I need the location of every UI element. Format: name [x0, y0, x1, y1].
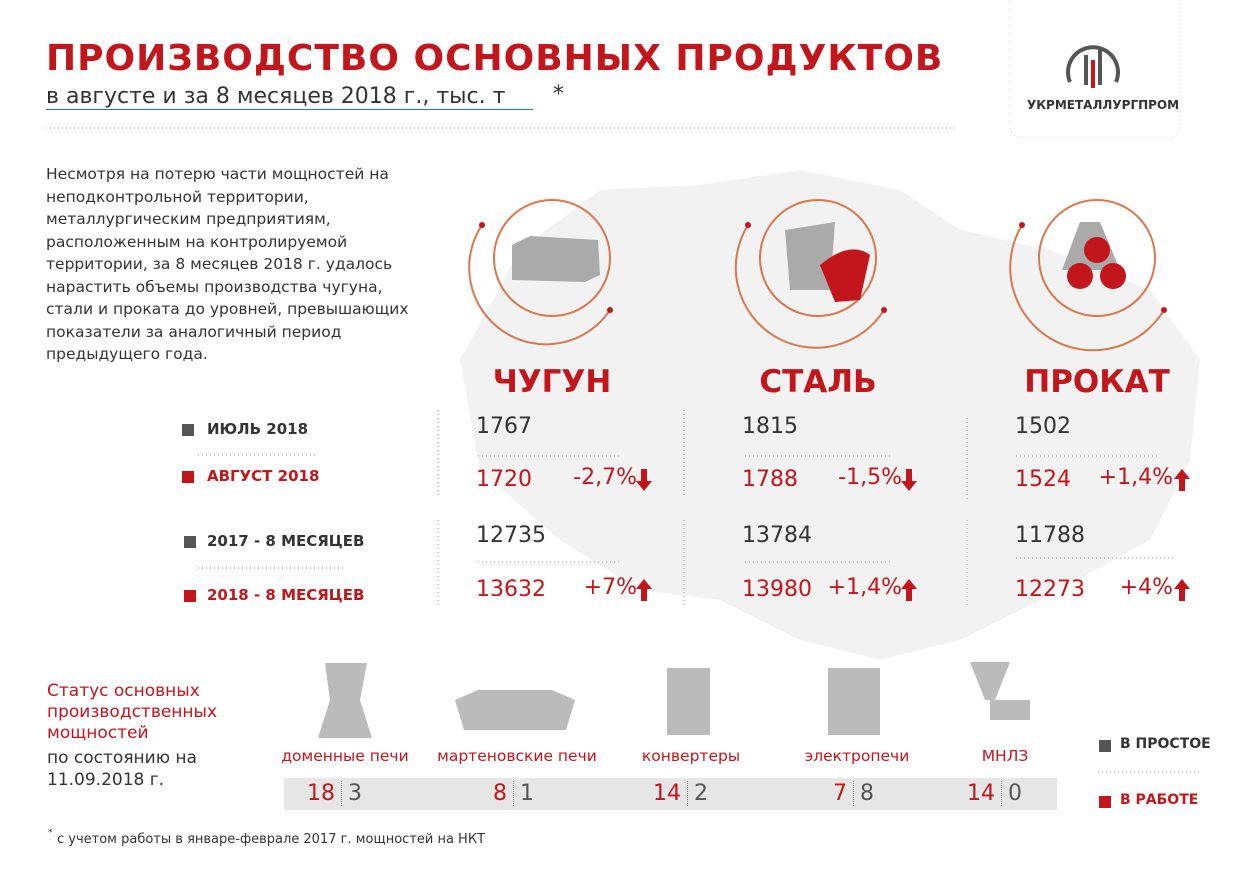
months-2018-value: 13980 — [742, 577, 812, 602]
intro: Несмотря на потерю части мощностей на не… — [46, 165, 409, 363]
counts-bar — [284, 778, 1057, 810]
year-change: +4% — [1119, 575, 1173, 600]
year-change: +1,4% — [827, 575, 902, 600]
status-subtitle: по состоянию на 11.09.2018 г. — [47, 748, 197, 790]
asterisk: * — [553, 82, 564, 107]
facility-icons — [318, 662, 1030, 738]
footnote: с учетом работы в январе-феврале 2017 г.… — [57, 832, 486, 847]
months-2017-value: 11788 — [1015, 523, 1085, 548]
july-value: 1502 — [1015, 414, 1071, 439]
logo-text: УКРМЕТАЛЛУРГПРОМ — [1027, 98, 1180, 112]
legend-idle: В ПРОСТОЕ — [1120, 736, 1211, 752]
july-value: 1767 — [476, 414, 532, 439]
facility-name: МНЛЗ — [981, 747, 1029, 765]
arrow-up — [901, 579, 917, 601]
august-value: 1788 — [742, 467, 798, 492]
title: ПРОИЗВОДСТВО ОСНОВНЫХ ПРОДУКТОВ — [46, 38, 944, 79]
months-2017-value: 13784 — [742, 523, 812, 548]
july-value: 1815 — [742, 414, 798, 439]
column-dividers — [198, 410, 1200, 773]
product-name: ЧУГУН — [492, 364, 612, 400]
month-change: -2,7% — [573, 465, 637, 490]
august-value: 1524 — [1015, 467, 1071, 492]
product-name: СТАЛЬ — [759, 364, 877, 400]
subtitle: в августе и за 8 месяцев 2018 г., тыс. т — [46, 84, 534, 110]
working-count: 8 — [457, 781, 514, 806]
month-change: -1,5% — [838, 465, 902, 490]
row-label: 2017 - 8 МЕСЯЦЕВ — [207, 532, 365, 550]
arrow-down — [901, 469, 917, 491]
idle-count: 2 — [694, 781, 708, 806]
working-count: 18 — [285, 781, 342, 806]
year-change: +7% — [583, 575, 637, 600]
arrow-down — [636, 469, 652, 491]
arrow-up — [1174, 469, 1190, 491]
idle-count: 0 — [1008, 781, 1022, 806]
arrow-up — [636, 579, 652, 601]
facility-name: электропечи — [804, 747, 910, 765]
idle-count: 3 — [348, 781, 362, 806]
idle-count: 1 — [520, 781, 534, 806]
row-label: 2018 - 8 МЕСЯЦЕВ — [207, 586, 365, 604]
working-count: 14 — [631, 781, 688, 806]
months-2018-value: 13632 — [476, 577, 546, 602]
product-circles — [468, 199, 1165, 352]
legend-working: В РАБОТЕ — [1120, 792, 1199, 808]
months-2017-value: 12735 — [476, 523, 546, 548]
footnote-mark: * — [48, 828, 53, 838]
working-count: 7 — [797, 781, 854, 806]
facility-name: мартеновские печи — [437, 747, 597, 765]
august-value: 1720 — [476, 467, 532, 492]
logo-icon — [1066, 45, 1120, 85]
facility-name: конвертеры — [641, 747, 741, 765]
month-change: +1,4% — [1098, 465, 1173, 490]
row-label: ИЮЛЬ 2018 — [207, 420, 309, 438]
status-title: Статус основных производственных мощност… — [47, 681, 218, 743]
facility-name: доменные печи — [281, 747, 409, 765]
months-2018-value: 12273 — [1015, 577, 1085, 602]
working-count: 14 — [945, 781, 1002, 806]
arrow-up — [1174, 579, 1190, 601]
idle-count: 8 — [860, 781, 874, 806]
product-name: ПРОКАТ — [1024, 364, 1170, 400]
row-label: АВГУСТ 2018 — [207, 467, 320, 485]
